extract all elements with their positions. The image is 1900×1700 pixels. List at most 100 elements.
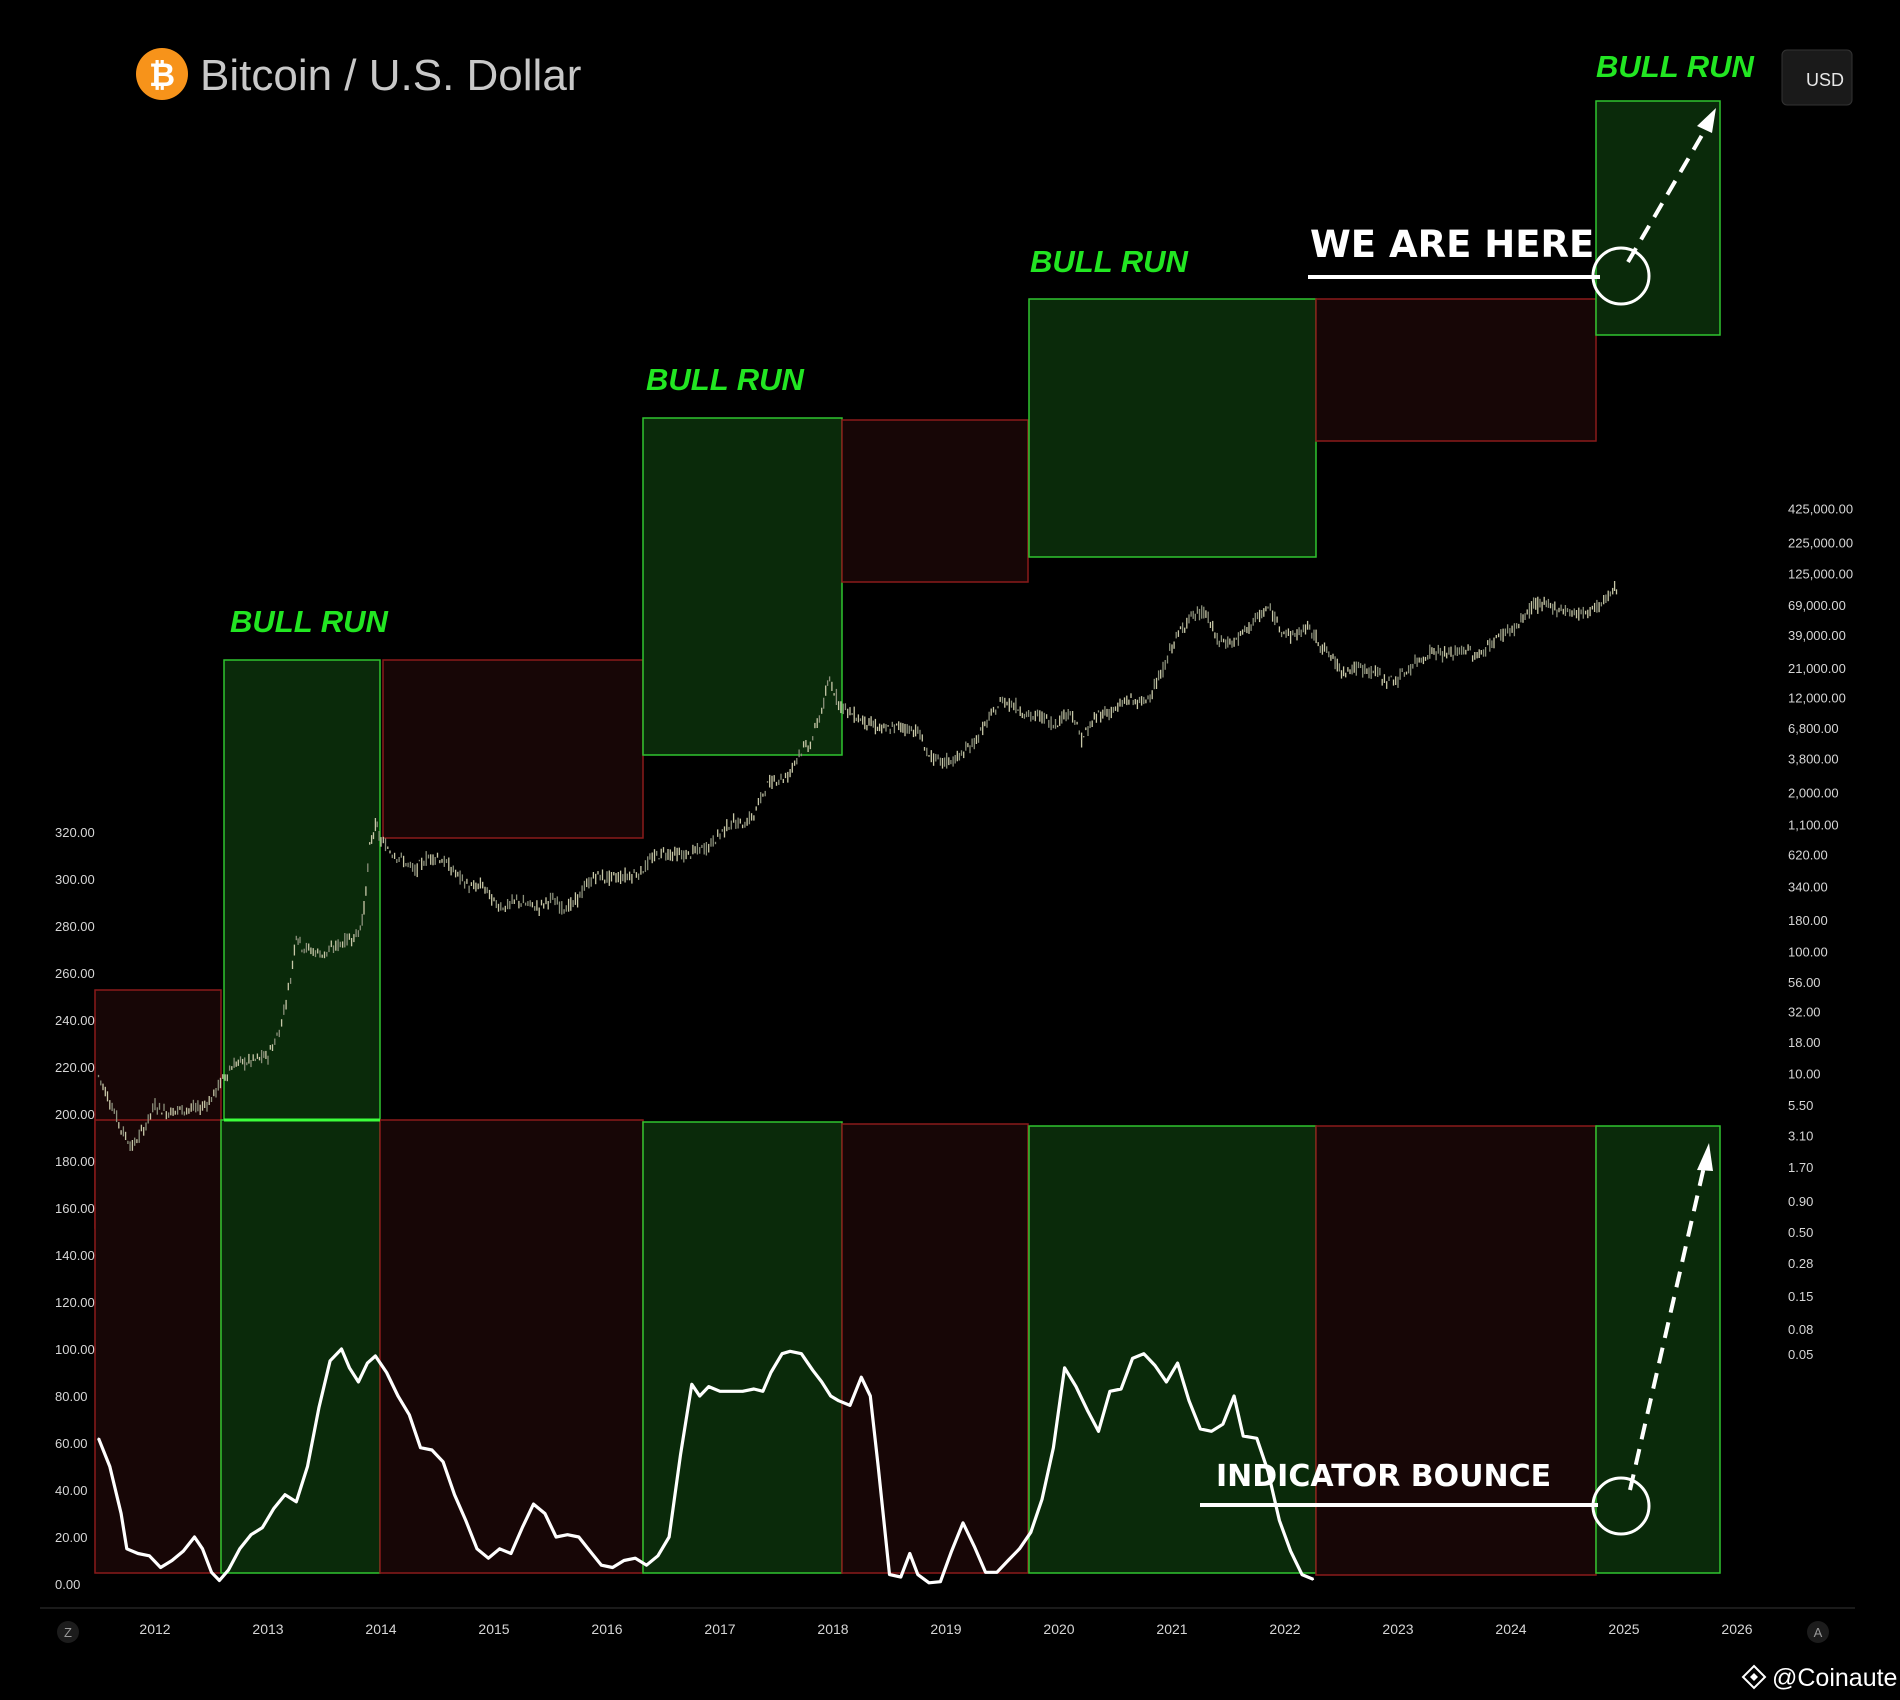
bull-zone-11 bbox=[642, 1121, 843, 1574]
left-tick-label: 160.00 bbox=[55, 1201, 95, 1216]
indicator-point bbox=[1143, 1352, 1145, 1355]
indicator-point bbox=[789, 1350, 791, 1353]
indicator-point bbox=[1075, 1385, 1077, 1388]
price-arrowhead-icon bbox=[1697, 108, 1716, 133]
indicator-point bbox=[1165, 1381, 1168, 1383]
right-tick-label: 425,000.00 bbox=[1788, 502, 1853, 517]
indicator-point bbox=[1188, 1399, 1190, 1402]
indicator-point bbox=[137, 1552, 139, 1555]
indicator-point bbox=[498, 1548, 501, 1550]
indicator-point bbox=[1242, 1435, 1244, 1437]
indicator-point bbox=[120, 1512, 122, 1515]
indicator-point bbox=[250, 1533, 252, 1536]
indicator-point bbox=[1097, 1430, 1100, 1433]
indicator-point bbox=[348, 1367, 351, 1369]
x-tick-label: 2018 bbox=[817, 1621, 848, 1637]
left-tick-label: 300.00 bbox=[55, 872, 95, 887]
indicator-point bbox=[1018, 1548, 1021, 1550]
left-tick-label: 320.00 bbox=[55, 825, 95, 840]
right-tick-label: 100.00 bbox=[1788, 944, 1828, 959]
right-tick-label: 0.15 bbox=[1788, 1289, 1813, 1304]
x-axis: 2012 2013 2014 2015 2016 2017 2018 2019 2020 2021… bbox=[139, 1621, 1752, 1637]
right-tick-label: 1,100.00 bbox=[1788, 817, 1839, 832]
indicator-point bbox=[532, 1503, 535, 1505]
right-tick-label: 56.00 bbox=[1788, 975, 1821, 990]
indicator-bounce-label: INDICATOR BOUNCE bbox=[1216, 1459, 1551, 1494]
a-button[interactable]: A bbox=[1807, 1621, 1829, 1643]
x-tick-label: 2016 bbox=[591, 1621, 622, 1637]
x-tick-label: 2017 bbox=[704, 1621, 735, 1637]
indicator-point bbox=[984, 1571, 987, 1574]
left-tick-label: 260.00 bbox=[55, 966, 95, 981]
right-tick-label: 2,000.00 bbox=[1788, 786, 1839, 801]
left-tick-label: 80.00 bbox=[55, 1389, 88, 1404]
indicator-point bbox=[645, 1564, 648, 1566]
currency-button-label: USD bbox=[1806, 70, 1844, 90]
indicator-point bbox=[762, 1390, 764, 1393]
currency-button[interactable]: USD bbox=[1781, 49, 1853, 106]
indicator-point bbox=[1222, 1423, 1224, 1425]
indicator-projection-arrow bbox=[1628, 1157, 1708, 1491]
left-tick-label: 220.00 bbox=[55, 1060, 95, 1075]
right-tick-label: 0.90 bbox=[1788, 1194, 1813, 1209]
bull-run-label-4: BULL RUN bbox=[1596, 49, 1754, 84]
right-tick-label: 0.05 bbox=[1788, 1347, 1813, 1362]
indicator-point bbox=[210, 1571, 213, 1574]
left-tick-label: 120.00 bbox=[55, 1295, 95, 1310]
we-are-here-circle bbox=[1591, 246, 1651, 306]
indicator-point bbox=[510, 1552, 512, 1555]
indicator-point bbox=[374, 1355, 377, 1357]
indicator-point bbox=[366, 1362, 369, 1364]
right-tick-label: 180.00 bbox=[1788, 913, 1828, 928]
indicator-point bbox=[849, 1404, 851, 1407]
indicator-point bbox=[476, 1548, 478, 1550]
left-tick-label: 140.00 bbox=[55, 1248, 95, 1263]
bull-run-label-1: BULL RUN bbox=[230, 604, 388, 639]
indicator-point bbox=[888, 1573, 891, 1576]
right-tick-label: 1.70 bbox=[1788, 1160, 1813, 1175]
indicator-point bbox=[719, 1390, 721, 1393]
indicator-point bbox=[829, 1395, 832, 1397]
indicator-point bbox=[465, 1519, 467, 1522]
x-tick-label: 2013 bbox=[252, 1621, 283, 1637]
bear-zone-12 bbox=[841, 1123, 1029, 1574]
indicator-point bbox=[698, 1395, 701, 1397]
indicator-point bbox=[909, 1552, 911, 1555]
bull-zone-15 bbox=[1595, 1125, 1721, 1574]
indicator-bounce-circle bbox=[1591, 1476, 1651, 1536]
indicator-point bbox=[1301, 1573, 1303, 1576]
x-tick-label: 2020 bbox=[1043, 1621, 1074, 1637]
bull-zone-5 bbox=[1028, 298, 1317, 558]
left-tick-label: 100.00 bbox=[55, 1342, 95, 1357]
indicator-point bbox=[1086, 1409, 1089, 1411]
indicator-point bbox=[295, 1501, 298, 1503]
price-layer bbox=[97, 581, 1618, 1151]
indicator-point bbox=[996, 1571, 998, 1574]
indicator-point bbox=[1289, 1550, 1292, 1552]
indicator-point bbox=[109, 1465, 111, 1468]
z-button[interactable]: Z bbox=[57, 1621, 79, 1643]
indicator-point bbox=[159, 1566, 162, 1569]
indicator-point bbox=[781, 1352, 783, 1355]
right-tick-label: 620.00 bbox=[1788, 848, 1828, 863]
indicator-point bbox=[1278, 1519, 1281, 1522]
x-tick-label: 2021 bbox=[1156, 1621, 1187, 1637]
left-tick-label: 280.00 bbox=[55, 919, 95, 934]
x-tick-label: 2025 bbox=[1608, 1621, 1639, 1637]
right-tick-label: 0.28 bbox=[1788, 1256, 1813, 1271]
indicator-point bbox=[928, 1582, 930, 1584]
right-tick-label: 18.00 bbox=[1788, 1035, 1821, 1050]
bull-run-label-3: BULL RUN bbox=[1030, 244, 1188, 279]
indicator-point bbox=[97, 1437, 100, 1440]
indicator-point bbox=[1210, 1430, 1213, 1433]
indicator-point bbox=[1131, 1357, 1134, 1360]
indicator-point bbox=[357, 1381, 360, 1383]
indicator-point bbox=[600, 1564, 603, 1566]
indicator-point bbox=[950, 1550, 953, 1552]
indicator-point bbox=[1256, 1437, 1258, 1440]
indicator-line bbox=[97, 1347, 1314, 1585]
indicator-arrowhead-icon bbox=[1697, 1143, 1713, 1171]
right-tick-label: 6,800.00 bbox=[1788, 721, 1839, 736]
right-tick-label: 39,000.00 bbox=[1788, 628, 1846, 643]
indicator-point bbox=[201, 1548, 204, 1550]
